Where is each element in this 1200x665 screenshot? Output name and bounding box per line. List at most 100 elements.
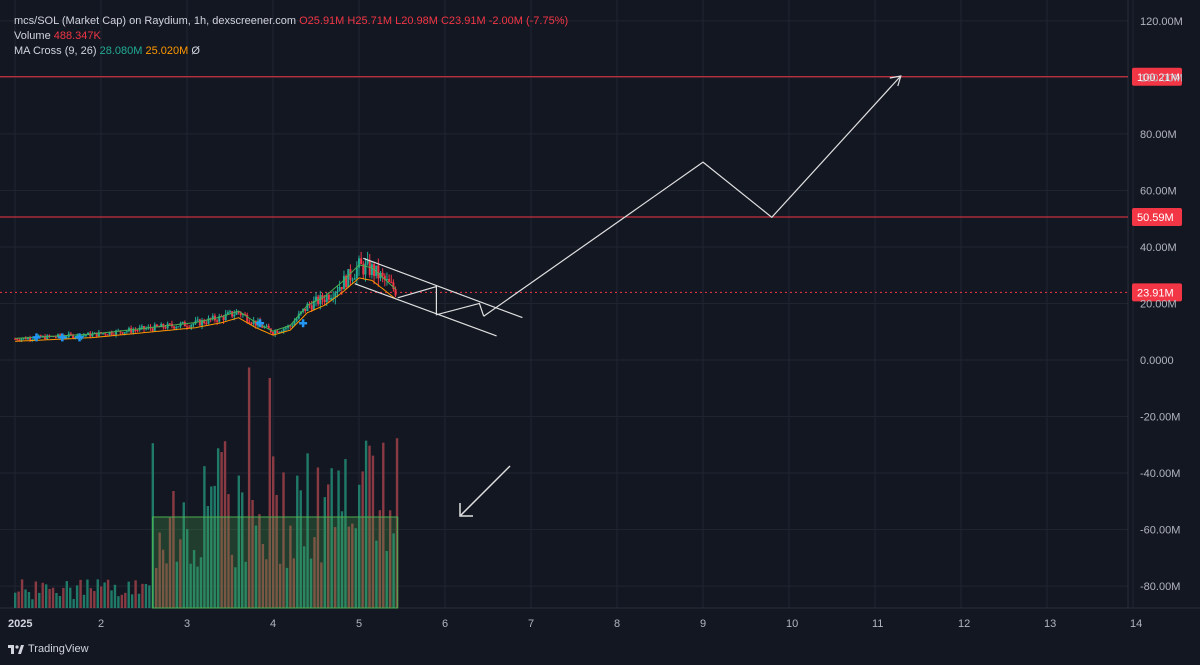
tradingview-footer[interactable]: TradingView <box>8 643 89 655</box>
y-tick-label: 20.00M <box>1140 298 1177 310</box>
candle-body <box>181 321 184 324</box>
candle-body <box>295 318 298 322</box>
volume-bar <box>20 579 24 608</box>
time-axis[interactable]: 2025 2 3 4 5 6 7 8 9 10 11 12 13 14 <box>8 618 1142 630</box>
candle-body <box>366 260 369 264</box>
candle-body <box>102 333 105 335</box>
legend-ma-row[interactable]: MA Cross (9, 26) 28.080M 25.020M Ø <box>14 44 568 59</box>
candle-body <box>72 334 75 338</box>
candle-body <box>121 332 124 334</box>
candle-body <box>20 338 23 341</box>
candle-body <box>235 311 238 315</box>
chart-legend: mcs/SOL (Market Cap) on Raydium, 1h, dex… <box>14 14 568 59</box>
candle-body <box>201 320 204 326</box>
volume-bar <box>141 583 144 608</box>
ma-slow-line <box>14 277 396 342</box>
volume-zone-box <box>152 516 399 609</box>
volume-bar <box>82 594 86 608</box>
candle-body <box>229 311 231 313</box>
candle-body <box>252 320 255 324</box>
candle-body <box>186 326 188 328</box>
legend-main-row[interactable]: mcs/SOL (Market Cap) on Raydium, 1h, dex… <box>14 14 568 29</box>
volume-bar <box>79 579 82 608</box>
candle-body <box>297 313 300 319</box>
candle-body <box>177 326 180 328</box>
price-axis[interactable]: 120.00M 100.00M 80.00M 60.00M 40.00M 20.00M 0.… <box>1140 16 1183 593</box>
x-tick-label: 14 <box>1130 618 1142 630</box>
volume-bar <box>137 593 141 608</box>
volume-bar <box>385 551 388 608</box>
ohlc-open: O25.91M <box>299 15 345 27</box>
volume-bar <box>148 585 151 608</box>
volume-bars <box>14 367 399 609</box>
price-level-label: 23.91M <box>1137 287 1174 299</box>
volume-bar <box>354 528 357 608</box>
candle-body <box>224 313 227 320</box>
volume-bar <box>96 579 99 608</box>
ma-cross-marker <box>32 333 41 342</box>
volume-value: 488.347K <box>53 30 101 42</box>
candle-body <box>385 278 388 280</box>
candle-body <box>231 311 234 317</box>
volume-bar <box>144 583 148 608</box>
candle-body <box>37 335 40 337</box>
volume-bar <box>220 452 223 608</box>
candle-body <box>95 332 98 337</box>
candle-body <box>104 333 107 335</box>
ma-cross-marker <box>58 333 67 342</box>
y-tick-label: 60.00M <box>1140 185 1177 197</box>
volume-bar <box>292 558 296 608</box>
candle-body <box>97 332 100 337</box>
candle-body <box>394 289 397 296</box>
volume-bar <box>361 471 364 608</box>
volume-bar <box>251 499 254 608</box>
candle-body <box>336 291 339 293</box>
candle-body <box>347 269 350 288</box>
symbol-title[interactable]: mcs/SOL (Market Cap) on Raydium, 1h, dex… <box>14 15 297 27</box>
candle-body <box>119 330 122 333</box>
y-tick-label: 0.0000 <box>1140 355 1174 367</box>
candle-body <box>14 338 16 340</box>
candle-body <box>233 314 236 317</box>
volume-bar <box>155 567 158 608</box>
candle-body <box>76 334 79 337</box>
volume-bar <box>113 584 117 608</box>
candle-body <box>130 328 133 333</box>
ohlc-high: H25.71M <box>347 15 393 27</box>
volume-bar <box>278 563 282 608</box>
volume-bar <box>124 592 127 608</box>
x-tick-label: 3 <box>184 618 190 630</box>
candle-body <box>136 330 139 332</box>
candle-body <box>280 331 283 333</box>
legend-volume-row[interactable]: Volume 488.347K <box>14 29 568 44</box>
x-tick-label: 6 <box>442 618 448 630</box>
volume-bar <box>103 582 106 608</box>
volume-bar <box>237 475 240 608</box>
volume-bar <box>206 506 210 608</box>
candle-body <box>330 298 333 300</box>
candle-body <box>132 330 135 333</box>
candle-body <box>383 275 386 280</box>
x-tick-label: 4 <box>270 618 276 630</box>
volume-bar <box>388 510 392 608</box>
user-drawings[interactable] <box>354 75 902 517</box>
volume-bar <box>268 377 271 608</box>
candle-body <box>265 325 268 327</box>
volume-bar <box>100 586 103 608</box>
volume-bar <box>172 490 175 608</box>
volume-bar <box>58 595 62 608</box>
candle-body <box>65 337 68 339</box>
ma-label: MA Cross (9, 26) <box>14 45 97 57</box>
candle-body <box>381 272 384 276</box>
volume-bar <box>368 445 371 608</box>
candle-body <box>93 332 96 334</box>
price-level-badge <box>1132 67 1182 86</box>
ma-extra-value: Ø <box>191 45 200 57</box>
ma-fast-value: 28.080M <box>99 45 143 57</box>
price-level-badge <box>1132 208 1182 227</box>
volume-bar <box>161 549 165 608</box>
candle-body <box>108 332 111 335</box>
candle-body <box>388 278 391 282</box>
volume-bar <box>323 497 326 608</box>
